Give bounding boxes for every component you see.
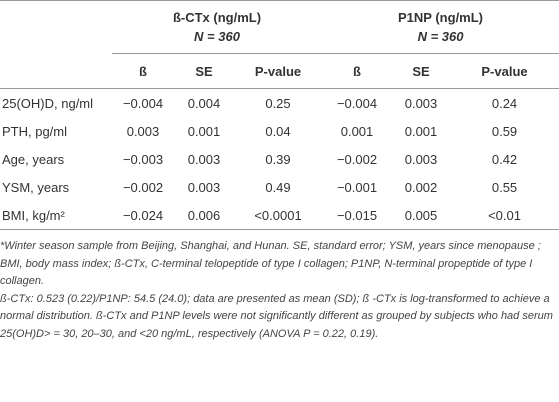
corner xyxy=(0,54,112,89)
table-row: PTH, pg/ml 0.003 0.001 0.04 0.001 0.001 0.59 xyxy=(0,117,559,145)
cell: 0.005 xyxy=(404,207,438,223)
footnotes: *Winter season sample from Beijing, Shan… xyxy=(0,238,559,343)
cell: −0.004 xyxy=(336,95,378,111)
cell: 0.39 xyxy=(265,151,291,167)
cell: −0.002 xyxy=(122,179,164,195)
results-table: ß-CTx (ng/mL) N = 360 P1NP (ng/mL) N = 360 … xyxy=(0,0,559,230)
cell: 0.25 xyxy=(265,95,291,111)
footnote: *Winter season sample from Beijing, Shan… xyxy=(0,240,541,287)
cell: 0.003 xyxy=(187,151,221,167)
corner xyxy=(0,1,112,54)
footnote: ß-CTx: 0.523 (0.22)/P1NP: 54.5 (24.0); d… xyxy=(0,292,553,340)
group-header: P1NP (ng/mL) N = 360 xyxy=(322,0,559,54)
cell: 0.42 xyxy=(491,151,518,167)
cell: 0.59 xyxy=(491,123,518,139)
column-header: SE xyxy=(195,63,213,79)
column-header: SE xyxy=(412,63,430,79)
group-n: N = 360 xyxy=(194,29,240,44)
cell: 0.003 xyxy=(187,179,221,195)
cell: −0.003 xyxy=(122,151,164,167)
table-row: 25(OH)D, ng/ml −0.004 0.004 0.25 −0.004 0.003… xyxy=(0,89,559,118)
group-title: ß-CTx (ng/mL) xyxy=(172,10,262,25)
cell: 0.006 xyxy=(187,207,221,223)
column-header: P-value xyxy=(254,63,302,79)
column-header: P-value xyxy=(481,63,528,79)
cell: 0.001 xyxy=(340,123,374,139)
cell: −0.004 xyxy=(122,95,164,111)
cell: 0.001 xyxy=(404,123,438,139)
cell: −0.002 xyxy=(336,151,378,167)
row-label: BMI, kg/m² xyxy=(2,207,65,223)
group-header: ß-CTx (ng/mL) N = 360 xyxy=(112,0,323,54)
cell: 0.24 xyxy=(491,95,518,111)
cell: 0.003 xyxy=(126,123,160,139)
group-n: N = 360 xyxy=(417,29,464,44)
cell: −0.024 xyxy=(122,207,164,223)
column-header: ß xyxy=(139,63,147,79)
cell: <0.01 xyxy=(488,207,521,223)
cell: 0.003 xyxy=(404,151,438,167)
column-header: ß xyxy=(353,63,361,79)
row-label: 25(OH)D, ng/ml xyxy=(2,95,94,111)
cell: <0.0001 xyxy=(254,207,302,223)
cell: 0.49 xyxy=(265,179,291,195)
table-row: Age, years −0.003 0.003 0.39 −0.002 0.003 0.42 xyxy=(0,145,559,173)
row-label: YSM, years xyxy=(2,179,70,195)
table-row: BMI, kg/m² −0.024 0.006 <0.0001 −0.015 0.005 <… xyxy=(0,201,559,230)
cell: 0.003 xyxy=(404,95,438,111)
cell: −0.001 xyxy=(336,179,378,195)
cell: 0.04 xyxy=(265,123,291,139)
group-title: P1NP (ng/mL) xyxy=(398,10,484,25)
cell: −0.015 xyxy=(336,207,378,223)
table-row: YSM, years −0.002 0.003 0.49 −0.001 0.002 0.55 xyxy=(0,173,559,201)
cell: 0.001 xyxy=(187,123,221,139)
row-label: PTH, pg/ml xyxy=(2,123,68,139)
row-label: Age, years xyxy=(2,151,65,167)
cell: 0.004 xyxy=(187,95,221,111)
cell: 0.002 xyxy=(404,179,438,195)
cell: 0.55 xyxy=(491,179,518,195)
